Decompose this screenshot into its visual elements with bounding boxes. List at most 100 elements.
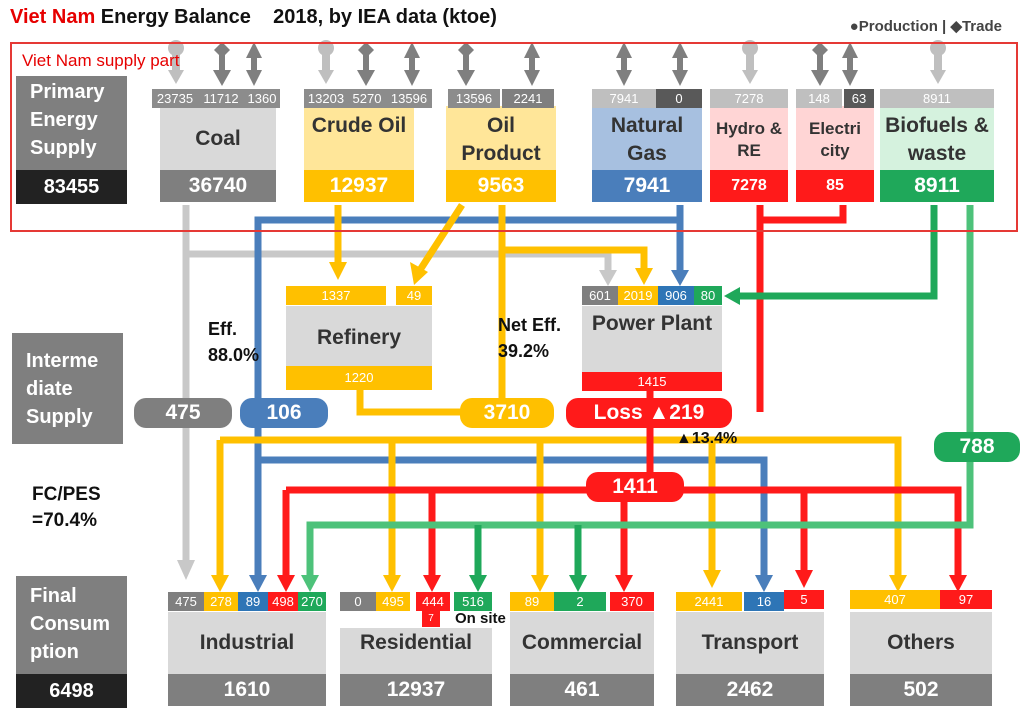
biofuels-node	[880, 106, 994, 170]
natural-gas-cell-2: 0	[656, 89, 702, 108]
electricity-cell-2: 63	[844, 89, 874, 108]
hydro-re-total: 7278	[710, 170, 788, 202]
power-loss-percent: ▲13.4%	[676, 430, 738, 447]
transport-label: Transport	[701, 631, 799, 654]
industrial-cell-gas: 89	[238, 592, 268, 611]
industrial-cell-coal: 475	[168, 592, 204, 611]
others-total: 502	[850, 674, 992, 706]
industrial-label: Industrial	[199, 631, 295, 654]
refinery-in-1: 1337	[286, 286, 386, 305]
electricity-label: Electri city	[809, 119, 861, 160]
refinery-node	[286, 306, 432, 366]
gas-flow-pill: 106	[240, 398, 328, 428]
electricity-cell-1: 148	[796, 89, 842, 108]
industrial-cell-elec: 498	[268, 592, 298, 611]
natural-gas-node	[592, 106, 702, 170]
electricity-total: 85	[796, 170, 874, 202]
coal-flow-pill: 475	[134, 398, 232, 428]
biofuels-cell-1: 8911	[880, 89, 994, 108]
power-in-oil: 2019	[618, 286, 658, 305]
coal-node	[160, 106, 276, 170]
biofuels-total: 8911	[880, 170, 994, 202]
industrial-total: 1610	[168, 674, 326, 706]
hydro-re-label: Hydro & RE	[715, 119, 783, 160]
crude-oil-total: 12937	[304, 170, 414, 202]
biofuels-label: Biofuels & waste	[885, 114, 989, 165]
crude-oil-cell-2: 5270	[348, 89, 386, 108]
oil-product-label: Oil Product	[461, 114, 541, 165]
oil-product-total: 9563	[446, 170, 556, 202]
electricity-node	[796, 106, 874, 170]
residential-cell-oil: 495	[376, 592, 410, 611]
power-plant-label: Power Plant	[591, 312, 713, 335]
residential-onsite-value: 7	[422, 611, 440, 627]
power-plant-node	[582, 306, 722, 372]
title-country: Viet Nam	[10, 6, 96, 28]
others-label: Others	[887, 631, 955, 654]
residential-cell-bio: 516	[454, 592, 492, 611]
hydro-re-cell-1: 7278	[710, 89, 788, 108]
power-net-efficiency: Net Eff. 39.2%	[498, 315, 561, 361]
natural-gas-total: 7941	[592, 170, 702, 202]
hydro-re-node	[710, 106, 788, 170]
transport-node	[676, 612, 824, 674]
power-in-bio: 80	[694, 286, 722, 305]
final-consumption-label: Final Consum ption	[16, 576, 127, 674]
coal-label: Coal	[195, 127, 241, 150]
commercial-cell-oil: 89	[510, 592, 554, 611]
crude-oil-node	[304, 106, 414, 170]
power-loss-pill: Loss ▲219	[566, 398, 732, 428]
commercial-label: Commercial	[521, 631, 643, 654]
refinery-efficiency: Eff. 88.0%	[208, 319, 260, 365]
refinery-in-2: 49	[396, 286, 432, 305]
residential-cell-elec: 444	[416, 592, 450, 611]
on-site-label: On site	[455, 610, 506, 627]
others-cell-elec: 97	[940, 590, 992, 609]
transport-cell-elec: 5	[784, 590, 824, 609]
refinery-label: Refinery	[316, 326, 402, 349]
others-cell-oil: 407	[850, 590, 940, 609]
power-in-coal: 601	[582, 286, 618, 305]
coal-cell-1: 23735	[152, 89, 198, 108]
commercial-total: 461	[510, 674, 654, 706]
commercial-cell-bio: 2	[554, 592, 606, 611]
natural-gas-cell-1: 7941	[592, 89, 656, 108]
primary-supply-label: Primary Energy Supply	[16, 76, 127, 170]
coal-total: 36740	[160, 170, 276, 202]
others-node	[850, 612, 992, 674]
residential-cell-coal: 0	[340, 592, 376, 611]
residential-total: 12937	[340, 674, 492, 706]
primary-supply-value: 83455	[16, 170, 127, 204]
power-plant-out: 1415	[582, 372, 722, 391]
commercial-cell-elec: 370	[610, 592, 654, 611]
power-in-gas: 906	[658, 286, 694, 305]
final-consumption-value: 6498	[16, 674, 127, 708]
oil-product-cell-1: 13596	[448, 89, 500, 108]
refinery-out: 1220	[286, 366, 432, 390]
residential-node	[340, 628, 492, 674]
crude-oil-label: Crude Oil	[311, 114, 407, 137]
electricity-flow-pill: 1411	[586, 472, 684, 502]
biofuel-flow-pill: 788	[934, 432, 1020, 462]
chart-title: Viet Nam Energy Balance 2018, by IEA dat…	[10, 6, 497, 29]
intermediate-supply-label: Interme diate Supply	[12, 333, 123, 444]
natural-gas-label: Natural Gas	[610, 114, 684, 165]
industrial-node	[168, 612, 326, 674]
oil-product-cell-2: 2241	[502, 89, 554, 108]
industrial-cell-bio: 270	[298, 592, 326, 611]
fc-pes-ratio: FC/PES =70.4%	[32, 484, 101, 531]
transport-cell-gas: 16	[744, 592, 784, 611]
oil-product-node	[446, 106, 556, 170]
coal-cell-2: 11712	[198, 89, 244, 108]
legend-production: ●Production |	[849, 18, 947, 35]
legend-trade: ◆Trade	[950, 18, 1002, 35]
crude-oil-cell-1: 13203	[304, 89, 348, 108]
industrial-cell-oil: 278	[204, 592, 238, 611]
supply-part-label: Viet Nam supply part	[22, 51, 180, 70]
commercial-node	[510, 612, 654, 674]
residential-label: Residential	[359, 631, 473, 654]
coal-cell-3: 1360	[244, 89, 280, 108]
